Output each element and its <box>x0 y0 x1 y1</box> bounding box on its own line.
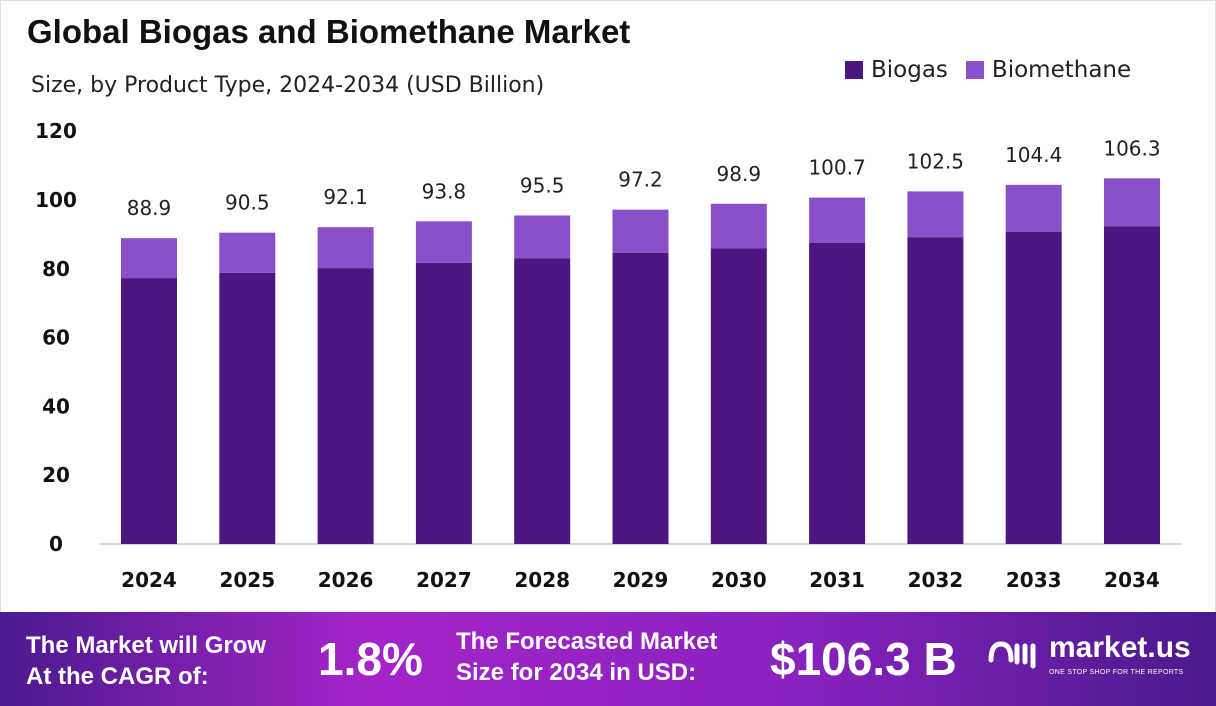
bar-chart: 0 20 40 60 80 100 120 88.9 2024 90.5 2025 92.1 2026 9… <box>35 119 1182 592</box>
legend-label: Biomethane <box>991 57 1132 83</box>
bar-biogas-2029 <box>612 252 669 544</box>
bar-biomethane-2026 <box>317 227 374 269</box>
bar-biogas-2027 <box>415 262 472 544</box>
x-tick-label: 2033 <box>1006 568 1062 592</box>
bar-biomethane-2024 <box>121 238 177 279</box>
data-label: 95.5 <box>520 173 565 197</box>
x-tick-label: 2030 <box>711 568 767 592</box>
logo-text: market.us <box>1049 631 1191 664</box>
bar-biomethane-2029 <box>612 209 669 253</box>
cagr-value: 1.8% <box>318 633 423 685</box>
bar-biogas-2026 <box>317 268 374 544</box>
x-tick-label: 2026 <box>318 568 374 592</box>
x-tick-label: 2032 <box>908 568 964 592</box>
bar-biomethane-2030 <box>710 203 767 249</box>
forecast-label: The Forecasted Market Size for 2034 in U… <box>456 626 717 688</box>
bar-biogas-2034 <box>1104 226 1160 545</box>
cagr-label-line2: At the CAGR of: <box>26 663 209 690</box>
chart-subtitle: Size, by Product Type, 2024-2034 (USD Bi… <box>31 73 545 98</box>
data-label: 97.2 <box>618 168 663 192</box>
bar-biomethane-2032 <box>907 191 964 238</box>
y-tick-label: 20 <box>42 463 70 487</box>
y-tick-label: 80 <box>42 257 70 281</box>
bar-biogas-2033 <box>1005 231 1062 544</box>
y-tick-label: 60 <box>42 326 70 350</box>
data-label: 98.9 <box>717 162 762 186</box>
cagr-label: The Market will Grow At the CAGR of: <box>26 630 266 692</box>
bar-biogas-2031 <box>809 243 866 544</box>
data-label: 90.5 <box>225 191 270 215</box>
cagr-label-line1: The Market will Grow <box>26 632 267 659</box>
bar-biomethane-2025 <box>219 232 276 273</box>
data-label: 92.1 <box>323 185 368 209</box>
legend-swatch-biogas <box>845 61 863 79</box>
legend-label: Biogas <box>871 57 948 83</box>
data-label: 93.8 <box>422 179 467 203</box>
bar-biogas-2024 <box>121 278 177 544</box>
data-label: 106.3 <box>1103 136 1160 160</box>
data-label: 88.9 <box>127 196 172 220</box>
x-tick-label: 2029 <box>613 568 669 592</box>
data-label: 102.5 <box>907 149 964 173</box>
logo-tagline: ONE STOP SHOP FOR THE REPORTS <box>1049 669 1184 676</box>
legend-item-biomethane: Biomethane <box>965 56 1132 84</box>
x-tick-label: 2025 <box>219 568 275 592</box>
data-label: 100.7 <box>808 156 865 180</box>
forecast-label-line2: Size for 2034 in USD: <box>456 659 697 686</box>
legend-swatch-biomethane <box>965 61 984 79</box>
legend: Biogas Biomethane <box>845 56 1131 84</box>
bar-biomethane-2033 <box>1005 184 1062 232</box>
data-label: 104.4 <box>1005 143 1062 167</box>
bar-biomethane-2034 <box>1104 178 1160 227</box>
y-tick-label: 100 <box>35 188 77 212</box>
bar-biogas-2032 <box>907 237 964 545</box>
bar-biomethane-2027 <box>415 221 472 263</box>
x-tick-label: 2027 <box>416 568 472 592</box>
footer-banner: The Market will Grow At the CAGR of: 1.8… <box>0 612 1216 706</box>
bar-biogas-2025 <box>219 272 276 544</box>
forecast-value: $106.3 B <box>770 633 957 685</box>
x-tick-label: 2024 <box>121 568 177 592</box>
logo-text-block: market.us ONE STOP SHOP FOR THE REPORTS <box>1049 630 1191 678</box>
x-tick-label: 2028 <box>514 568 570 592</box>
logo: market.us ONE STOP SHOP FOR THE REPORTS <box>985 630 1191 678</box>
legend-item-biogas: Biogas <box>845 56 948 84</box>
chart-title: Global Biogas and Biomethane Market <box>27 13 631 50</box>
bar-biomethane-2028 <box>514 215 571 259</box>
y-tick-label: 0 <box>49 532 63 556</box>
x-tick-label: 2031 <box>809 568 865 592</box>
x-tick-label: 2034 <box>1104 568 1160 592</box>
y-tick-label: 40 <box>42 394 70 418</box>
market-us-logo-icon <box>988 641 1036 669</box>
bar-biogas-2028 <box>514 258 571 544</box>
forecast-label-line1: The Forecasted Market <box>456 628 718 655</box>
y-tick-label: 120 <box>35 119 77 143</box>
bar-biomethane-2031 <box>809 197 866 243</box>
bar-biogas-2030 <box>710 248 767 544</box>
